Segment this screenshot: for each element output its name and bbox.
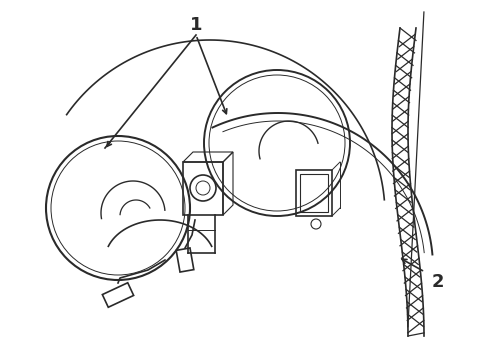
Text: 1: 1 xyxy=(190,16,202,34)
Text: 2: 2 xyxy=(432,273,444,291)
